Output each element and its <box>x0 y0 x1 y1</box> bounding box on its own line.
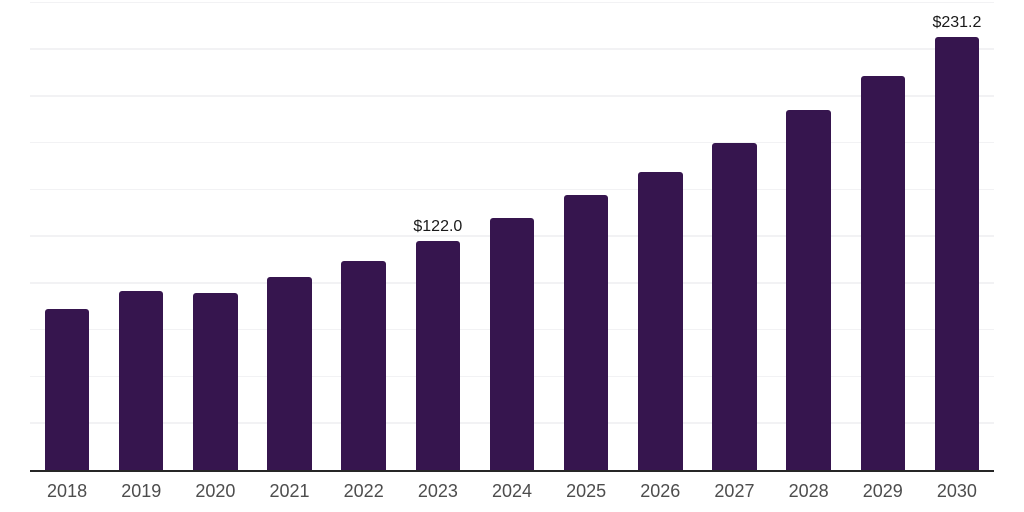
gridline <box>30 48 994 50</box>
bar-2024 <box>489 218 535 470</box>
gridline <box>30 188 994 190</box>
x-tick-2025: 2025 <box>566 481 607 501</box>
bar-2028 <box>786 109 831 470</box>
x-tick-2030: 2030 <box>936 481 977 501</box>
x-tick-2027: 2027 <box>714 481 755 501</box>
x-tick-2019: 2019 <box>121 481 162 501</box>
bar-2027 <box>712 142 757 470</box>
gridline <box>30 95 994 97</box>
x-tick-2020: 2020 <box>195 481 236 501</box>
x-tick-2018: 2018 <box>47 481 88 501</box>
gridline <box>30 1 994 3</box>
data-label-2030: $231.2 <box>932 13 982 31</box>
plot-area: $122.0 $231.2 <box>30 1 994 472</box>
x-tick-2026: 2026 <box>640 481 681 501</box>
bar-2029 <box>860 75 906 470</box>
bar-2021 <box>267 277 312 470</box>
data-label-2023: $122.0 <box>413 217 463 235</box>
bar-2019 <box>118 291 164 470</box>
x-tick-2022: 2022 <box>343 481 384 501</box>
bar-2023 <box>415 241 461 470</box>
bar-2022 <box>341 261 386 470</box>
x-tick-2023: 2023 <box>417 481 458 501</box>
bar-2030 <box>934 37 980 470</box>
bar-2026 <box>638 172 683 470</box>
x-tick-2029: 2029 <box>862 481 903 501</box>
x-tick-2028: 2028 <box>788 481 829 501</box>
gridline <box>30 141 994 144</box>
x-tick-2024: 2024 <box>491 481 533 501</box>
bar-2025 <box>563 194 609 470</box>
bar-2018 <box>44 309 90 470</box>
x-axis: 2018 2019 2020 2021 2022 2023 2024 2025 2026 2027… <box>30 480 994 502</box>
x-tick-2021: 2021 <box>269 481 310 501</box>
bar-2020 <box>193 292 238 470</box>
